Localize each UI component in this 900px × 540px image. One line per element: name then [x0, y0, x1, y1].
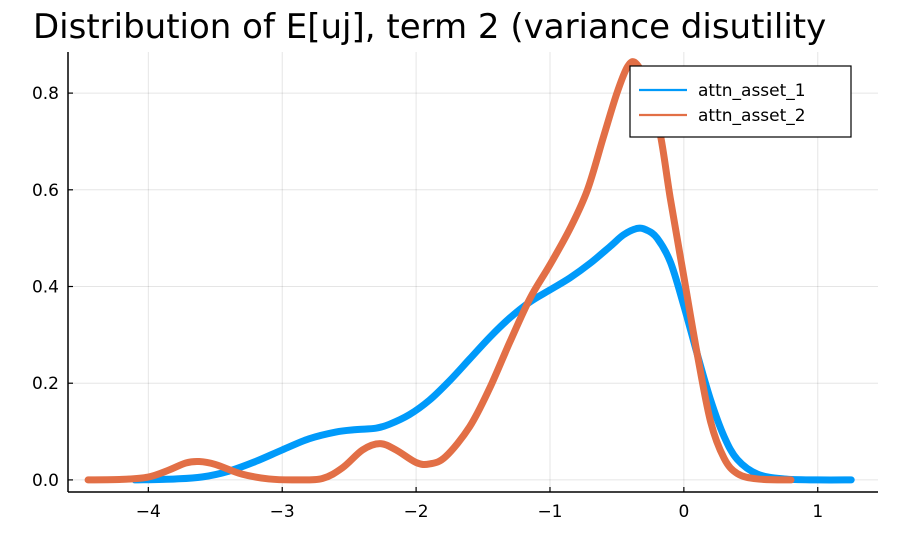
chart-title: Distribution of E[uj], term 2 (variance …: [33, 7, 826, 47]
tick-labels: −4 −3 −2 −1 0 1 0.0 0.2 0.4 0.6 0.8: [32, 84, 823, 522]
series-line-attn_asset_2: [84, 58, 795, 484]
y-tick-label: 0.6: [32, 181, 59, 201]
y-tick-label: 0.2: [32, 374, 59, 394]
x-tick-label: −4: [136, 502, 161, 522]
legend-label: attn_asset_1: [698, 81, 806, 101]
y-tick-label: 0.8: [32, 84, 59, 104]
x-tick-label: −2: [404, 502, 429, 522]
legend-box: [629, 65, 852, 138]
y-tick-label: 0.4: [32, 278, 59, 298]
legend-label: attn_asset_2: [698, 106, 806, 126]
series-line-attn_asset_1: [131, 224, 855, 484]
x-tick-label: 0: [678, 502, 689, 522]
axes: [67, 52, 878, 493]
legend: attn_asset_1 attn_asset_2: [629, 65, 852, 138]
series-lines: [84, 58, 855, 484]
x-tick-label: −1: [537, 502, 562, 522]
x-tick-label: −3: [270, 502, 295, 522]
y-tick-label: 0.0: [32, 471, 59, 491]
x-tick-label: 1: [812, 502, 823, 522]
